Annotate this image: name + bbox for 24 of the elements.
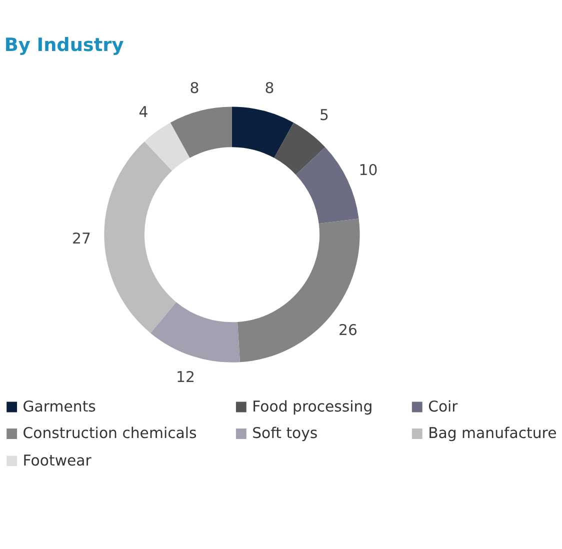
donut-slice [237, 218, 360, 362]
data-label: 5 [320, 106, 329, 124]
donut-slice [274, 122, 326, 175]
legend-label: Food processing [252, 397, 373, 416]
legend-label: Bag manufacture [428, 424, 557, 442]
donut-slice [104, 141, 176, 334]
data-label: 26 [338, 320, 358, 339]
donut-slice [150, 302, 240, 362]
data-label: 8 [264, 79, 274, 98]
donut-slice [170, 106, 232, 158]
legend-label: Footwear [22, 451, 92, 470]
data-label: 8 [190, 79, 200, 98]
data-label: 10 [358, 160, 378, 179]
donut-slice [232, 106, 294, 158]
chart-title: By Industry [4, 35, 124, 56]
data-label: 27 [72, 230, 91, 248]
donut-slice [144, 122, 190, 171]
legend-label: Construction chemicals [22, 424, 198, 442]
data-label: 4 [138, 103, 148, 122]
data-label: 12 [176, 368, 195, 386]
legend-label: Soft toys [252, 424, 318, 442]
donut-slice [296, 147, 359, 224]
legend-label: Garments [22, 397, 96, 416]
legend-label: Coir [428, 397, 459, 416]
